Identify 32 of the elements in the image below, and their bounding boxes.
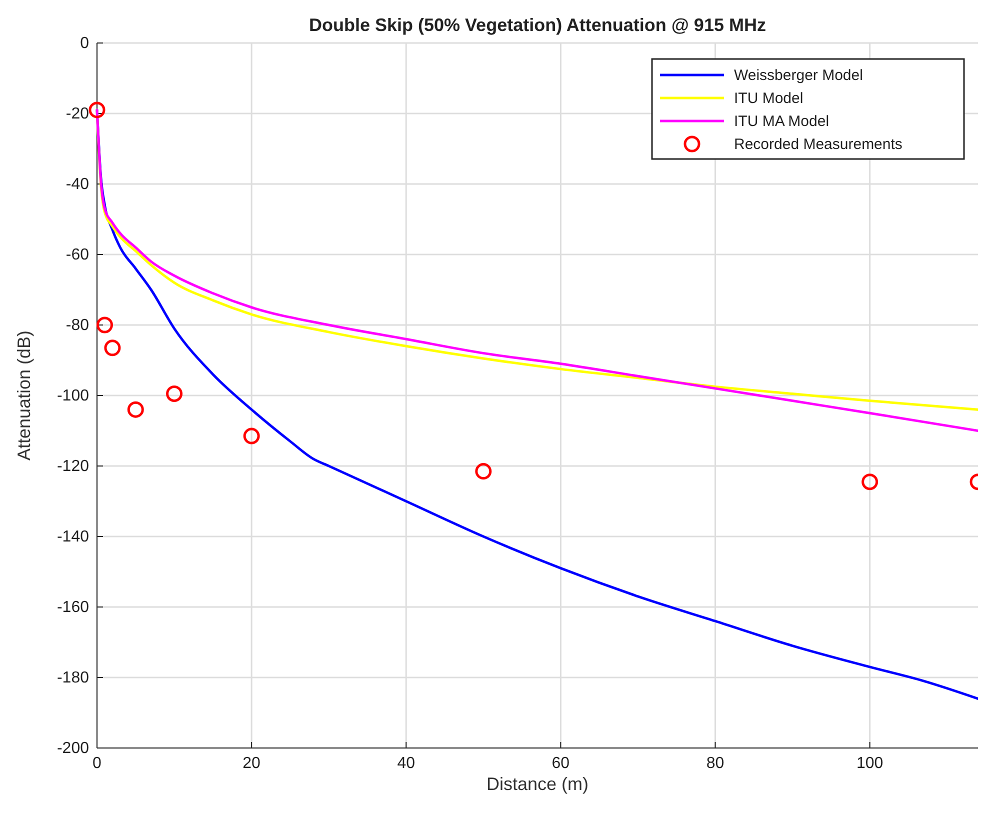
point [243, 428, 260, 444]
point [166, 385, 183, 402]
x-tick-label: 0 [92, 755, 102, 772]
y-tick-label: -120 [56, 458, 90, 475]
legend-label: Weissberger Model [734, 67, 863, 84]
y-tick-label: -100 [56, 388, 90, 404]
x-tick-label: 80 [706, 755, 724, 772]
legend-label: ITU Model [734, 90, 804, 107]
point [104, 340, 121, 356]
y-tick-label: -200 [56, 740, 90, 757]
x-tick-label: 100 [856, 755, 884, 772]
y-tick-label: -20 [66, 106, 90, 122]
chart-title: Double Skip (50% Vegetation) Attenuation @ 915 MHz [309, 15, 766, 35]
point [862, 474, 878, 490]
x-tick-label: 60 [552, 755, 570, 772]
y-tick-label: -80 [66, 317, 90, 334]
x-tick-label: 40 [397, 755, 416, 772]
x-axis-title: Distance (m) [486, 774, 589, 794]
y-tick-label: -140 [56, 528, 90, 546]
y-tick-label: -180 [56, 670, 90, 686]
point [96, 316, 113, 334]
y-tick-label: -40 [66, 176, 90, 193]
point [88, 102, 106, 118]
point [127, 401, 144, 418]
legend-label: Recorded Measurements [734, 136, 902, 153]
x-tick-label: 20 [242, 755, 261, 772]
y-axis-title: Attenuation (dB) [14, 330, 34, 461]
point [475, 463, 492, 480]
legend-label: ITU MA Model [734, 113, 830, 130]
y-tick-label: 0 [80, 35, 90, 52]
y-tick-label: -160 [56, 599, 90, 616]
y-tick-label: -60 [66, 246, 90, 264]
